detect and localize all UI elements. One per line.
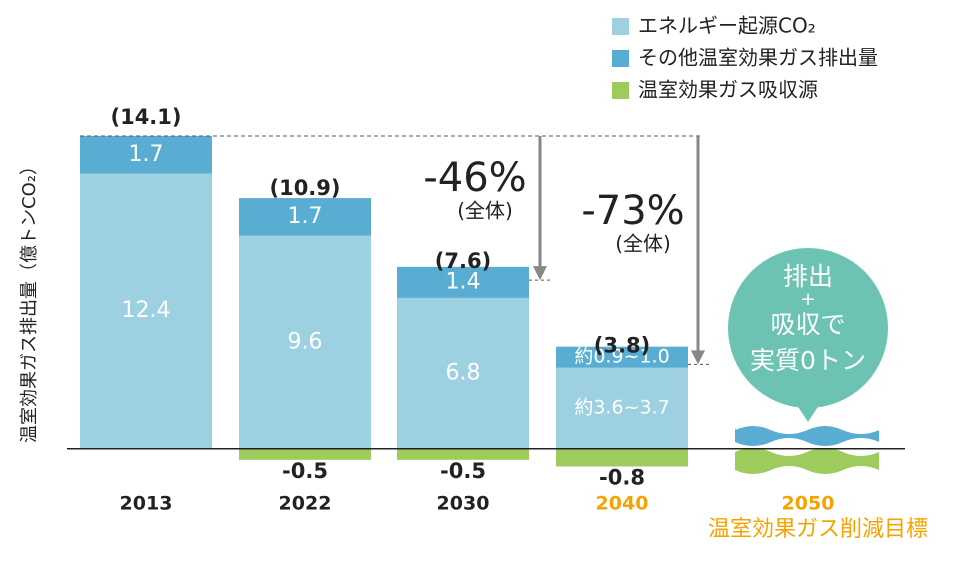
subtitle: 温室効果ガス削減目標: [708, 517, 928, 542]
bar-segment: [239, 198, 371, 236]
bubble-text: 排出: [783, 262, 833, 291]
bubble: [728, 248, 888, 422]
goal-shape: [734, 422, 880, 474]
data-label: -0.5: [440, 459, 486, 483]
y-axis-label: 温室効果ガス排出量（億トンCO₂）: [19, 157, 40, 443]
bar-segment: [80, 173, 212, 449]
total-label: (3.8): [594, 333, 650, 357]
annotation-sub: (全体): [615, 232, 671, 256]
data-label: 1.4: [446, 269, 481, 294]
total-label: (7.6): [435, 249, 491, 273]
annotation: -46%: [423, 155, 526, 201]
data-label: 約0.9~1.0: [574, 346, 669, 368]
data-label: 9.6: [288, 329, 323, 354]
bar-segment: [80, 135, 212, 174]
legend-swatch: [612, 18, 629, 35]
bubble-text: +: [800, 289, 815, 310]
bubble-text: 実質0トン: [750, 346, 866, 375]
x-tick-label: 2040: [596, 493, 649, 515]
bar-segment: [397, 448, 529, 460]
bubble-text: 吸収で: [770, 310, 845, 339]
arrow-head: [533, 266, 547, 281]
data-label: -0.5: [282, 459, 328, 483]
legend-label: 温室効果ガス吸収源: [638, 78, 818, 102]
bar-segment: [397, 297, 529, 449]
bar-segment: [556, 448, 688, 467]
annotation-sub: (全体): [457, 199, 513, 223]
data-label: 12.4: [122, 298, 171, 323]
x-tick-label: 2030: [437, 493, 490, 515]
bar-segment: [239, 448, 371, 460]
data-label: -0.8: [599, 465, 645, 489]
legend-swatch: [612, 82, 629, 99]
total-label: (14.1): [110, 105, 181, 129]
data-label: 約3.6~3.7: [574, 397, 669, 419]
data-label: 1.7: [288, 204, 323, 229]
total-label: (10.9): [269, 176, 340, 200]
legend-label: エネルギー起源CO₂: [638, 14, 816, 38]
x-tick-label: 2050: [782, 493, 835, 515]
bar-segment: [397, 266, 529, 298]
x-tick-label: 2013: [120, 493, 173, 515]
arrow-head: [691, 350, 705, 365]
x-tick-label: 2022: [279, 493, 332, 515]
legend-label: その他温室効果ガス排出量: [638, 46, 878, 70]
bar-segment: [556, 367, 688, 449]
data-label: 1.7: [129, 142, 164, 167]
legend-swatch: [612, 50, 629, 67]
bar-segment: [556, 346, 688, 368]
bar-segment: [239, 235, 371, 449]
annotation: -73%: [581, 188, 684, 234]
data-label: 6.8: [446, 360, 481, 385]
